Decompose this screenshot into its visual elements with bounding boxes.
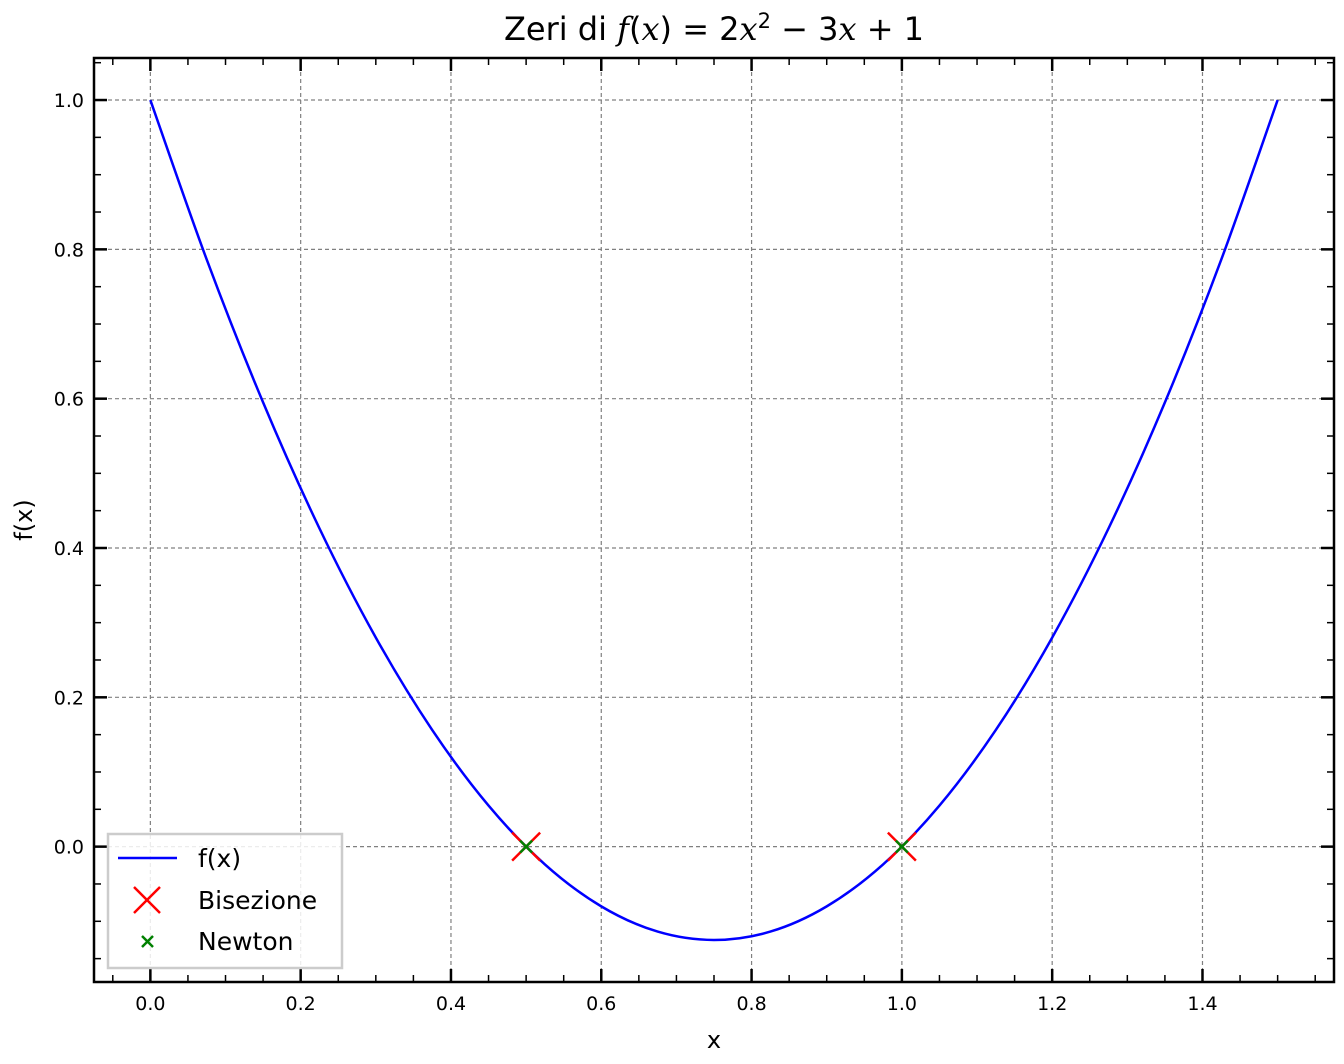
y-tick-label-4: 0.8 [54, 239, 84, 261]
grid [94, 58, 1334, 982]
x-tick-label-5: 1.0 [887, 993, 917, 1015]
tick-labels: 0.0 0.2 0.4 0.6 0.8 1.0 1.2 1.4 0.0 0.2 0.4 0.6 0.8 1… [54, 90, 1218, 1015]
x-tick-label-3: 0.6 [586, 993, 616, 1015]
marker-newton-1 [894, 839, 909, 854]
legend-marker-bisezione [133, 886, 161, 914]
legend-label-bisezione: Bisezione [198, 886, 317, 915]
marker-newton-0 [519, 839, 534, 854]
legend-label-fx: f(x) [198, 844, 241, 873]
y-tick-label-5: 1.0 [54, 90, 84, 112]
y-tick-label-2: 0.4 [54, 538, 84, 560]
x-tick-label-1: 0.2 [286, 993, 316, 1015]
x-axis-label: x [707, 1026, 721, 1054]
y-tick-label-3: 0.6 [54, 389, 84, 411]
legend: f(x) Bisezione Newton [106, 832, 344, 970]
plot-frame [92, 56, 1336, 984]
x-tick-label-7: 1.4 [1187, 993, 1217, 1015]
x-tick-label-2: 0.4 [436, 993, 466, 1015]
y-axis-label: f(x) [10, 499, 38, 540]
legend-label-newton: Newton [198, 927, 293, 956]
legend-marker-newton [141, 935, 154, 948]
x-tick-label-0: 0.0 [135, 993, 165, 1015]
series-line-fx [149, 99, 1279, 942]
y-tick-label-1: 0.2 [54, 687, 84, 709]
y-tick-label-0: 0.0 [54, 837, 84, 859]
plot-area [149, 99, 1279, 942]
x-tick-label-6: 1.2 [1037, 993, 1067, 1015]
x-tick-label-4: 0.8 [736, 993, 766, 1015]
chart-title: Zeri di f(x) = 2x2 − 3x + 1 [504, 9, 924, 48]
